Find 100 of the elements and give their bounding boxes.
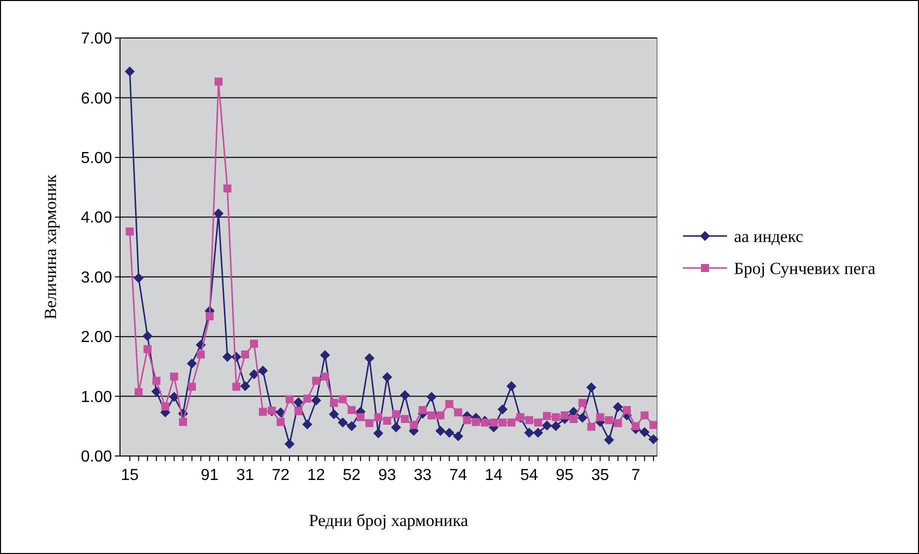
point <box>640 427 650 438</box>
point <box>126 227 134 236</box>
point <box>596 413 604 422</box>
point <box>577 412 588 423</box>
point <box>312 376 320 385</box>
point <box>321 372 330 381</box>
point <box>222 352 232 362</box>
point <box>533 428 544 438</box>
y-tick-label: 4.00 <box>80 210 112 227</box>
y-tick-label: 0.00 <box>80 448 112 466</box>
point <box>232 382 240 391</box>
point <box>649 420 658 429</box>
point <box>578 398 586 407</box>
point <box>525 416 534 424</box>
x-tick-label: 7 <box>631 467 640 484</box>
point <box>454 408 462 416</box>
point <box>144 345 152 354</box>
x-tick-label: 52 <box>342 467 361 484</box>
point <box>418 406 427 414</box>
point <box>240 381 250 392</box>
point <box>151 386 162 397</box>
point <box>124 66 135 76</box>
point <box>328 409 339 420</box>
x-tick-label: 15 <box>120 467 139 484</box>
point <box>614 419 622 428</box>
point <box>560 411 569 420</box>
x-tick-label: 31 <box>236 467 254 484</box>
x-tick-label: 33 <box>414 467 432 484</box>
point <box>498 418 507 427</box>
point <box>223 184 232 192</box>
point <box>161 402 170 410</box>
point <box>570 414 578 423</box>
point <box>506 381 516 392</box>
point <box>293 397 304 408</box>
point <box>410 420 418 429</box>
point <box>550 421 561 432</box>
point <box>152 376 160 385</box>
point <box>373 428 384 438</box>
x-tick-label: 12 <box>307 467 326 484</box>
point <box>276 407 286 418</box>
point <box>507 418 516 427</box>
point <box>303 394 312 403</box>
point <box>524 428 534 438</box>
legend-label: аа индекс <box>734 226 804 246</box>
point <box>186 358 197 368</box>
point <box>632 422 640 430</box>
point <box>258 408 267 416</box>
point <box>604 434 614 445</box>
x-tick-label: 14 <box>484 467 503 484</box>
point <box>302 419 312 430</box>
point <box>480 418 489 427</box>
point <box>311 395 322 406</box>
point <box>490 418 498 427</box>
point <box>250 340 258 348</box>
point <box>444 428 454 438</box>
point <box>134 388 143 396</box>
x-tick-label: 72 <box>272 467 290 484</box>
point <box>400 414 409 423</box>
point <box>605 416 614 424</box>
point <box>365 419 374 428</box>
point <box>356 413 365 422</box>
point <box>498 404 508 414</box>
point <box>284 439 295 450</box>
point <box>142 330 153 341</box>
point <box>436 411 444 420</box>
y-tick-label: 2.00 <box>80 329 112 346</box>
y-tick-label: 6.00 <box>80 90 112 108</box>
point <box>612 402 623 412</box>
point <box>586 382 596 392</box>
point <box>249 369 260 380</box>
x-tick-label: 95 <box>556 467 574 484</box>
point <box>445 400 454 408</box>
point <box>542 412 551 420</box>
point <box>320 350 330 360</box>
point <box>392 410 400 418</box>
point <box>206 312 214 320</box>
point <box>534 418 542 427</box>
y-tick-label: 7.00 <box>80 30 112 48</box>
point <box>286 395 294 404</box>
point <box>258 366 268 376</box>
point <box>364 353 374 364</box>
x-tick-label: 35 <box>591 467 610 484</box>
y-axis-title: Величина хармоник <box>41 174 60 320</box>
point <box>391 422 402 432</box>
x-axis-title: Редни број хармоника <box>308 511 469 530</box>
x-tick-label: 74 <box>449 467 468 484</box>
point <box>426 392 437 402</box>
point <box>134 273 144 284</box>
point <box>330 398 338 407</box>
point <box>188 382 196 391</box>
point <box>346 421 357 432</box>
point <box>648 434 658 444</box>
point <box>338 395 347 404</box>
point <box>214 78 223 86</box>
point <box>435 426 446 436</box>
y-tick-label: 1.00 <box>80 388 112 406</box>
x-tick-label: 54 <box>520 467 538 484</box>
point <box>383 416 392 425</box>
point <box>241 350 250 358</box>
point <box>214 208 224 219</box>
